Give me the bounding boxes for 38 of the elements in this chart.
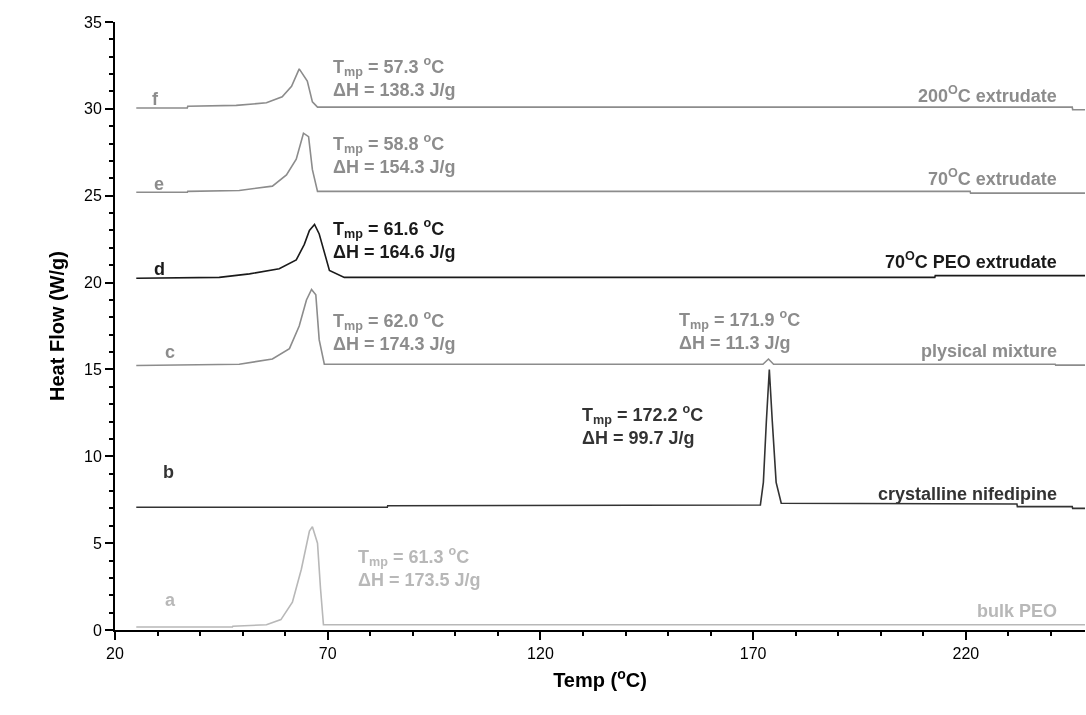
x-tick-label: 20 <box>106 645 124 663</box>
y-tick-label: 20 <box>84 274 102 292</box>
annotation: a <box>165 590 176 610</box>
y-tick-label: 35 <box>84 13 102 31</box>
series-label: 70$^{O}$C extrudate <box>928 166 1057 189</box>
annotation: T$_{mp}$ = 62.0 $^{o}$C ΔH = 174.3 J/g <box>333 308 456 354</box>
y-tick-label: 15 <box>84 361 102 379</box>
series-label: 200$^{O}$C extrudate <box>918 83 1057 106</box>
annotation: c <box>165 342 176 362</box>
annotation: T$_{mp}$ = 58.8 $^{o}$C ΔH = 154.3 J/g <box>333 131 456 177</box>
annotation: f <box>152 89 159 109</box>
line-series <box>135 132 1085 194</box>
x-tick-label: 220 <box>952 645 980 663</box>
x-axis-title: Temp ($^{o}$C) <box>553 665 647 692</box>
y-tick-label: 10 <box>84 447 102 465</box>
x-tick-label: 70 <box>318 645 337 663</box>
annotation: e <box>154 174 165 194</box>
annotation: T$_{mp}$ = 61.6 $^{o}$C ΔH = 164.6 J/g <box>333 216 456 262</box>
series-label: plysical mixture <box>921 341 1058 361</box>
series-label: bulk PEO <box>977 601 1058 621</box>
annotation: T$_{mp}$ = 57.3 $^{o}$C ΔH = 138.3 J/g <box>333 54 456 100</box>
x-tick-label: 170 <box>739 645 767 663</box>
x-tick-label: 120 <box>527 645 554 663</box>
series-label: crystalline nifedipine <box>878 484 1058 504</box>
y-tick-label: 0 <box>92 621 102 639</box>
y-tick-label: 25 <box>84 187 102 205</box>
y-tick-label: 5 <box>92 534 102 552</box>
annotation: d <box>154 259 165 279</box>
annotation: b <box>163 462 174 482</box>
series-label: 70$^{O}$C PEO extrudate <box>885 249 1057 272</box>
annotation: T$_{mp}$ = 61.3 $^{o}$C ΔH = 173.5 J/g <box>358 544 481 590</box>
annotation: T$_{mp}$ = 171.9 $^{o}$C ΔH = 11.3 J/g <box>679 307 801 353</box>
line-series <box>135 288 1085 367</box>
y-tick-label: 30 <box>84 100 102 118</box>
line-series <box>135 525 1085 628</box>
annotation: T$_{mp}$ = 172.2 $^{o}$C ΔH = 99.7 J/g <box>582 402 704 448</box>
line-series <box>135 368 1085 510</box>
y-axis-title: Heat Flow (W/g) <box>46 251 68 401</box>
